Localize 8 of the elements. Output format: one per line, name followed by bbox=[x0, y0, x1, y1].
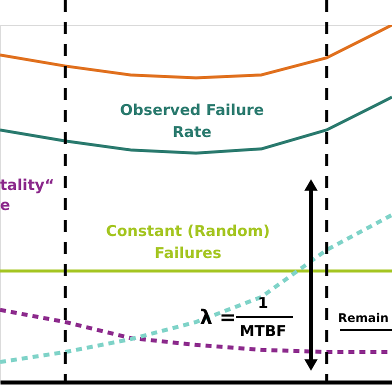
annotation: λ = bbox=[200, 305, 236, 329]
annotation: tality“ bbox=[0, 176, 54, 194]
annotation: MTBF bbox=[240, 322, 286, 340]
annotation: Remain bbox=[338, 311, 389, 325]
series-label: Constant (Random) Failures bbox=[106, 222, 270, 262]
annotation: e bbox=[0, 196, 10, 214]
series-label: Observed Failure Rate bbox=[120, 101, 264, 141]
annotation: 1 bbox=[258, 294, 268, 312]
